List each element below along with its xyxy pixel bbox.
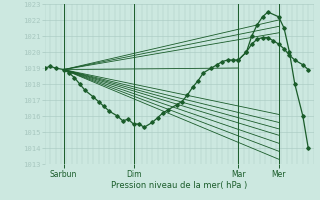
X-axis label: Pression niveau de la mer( hPa ): Pression niveau de la mer( hPa ) [111,181,247,190]
